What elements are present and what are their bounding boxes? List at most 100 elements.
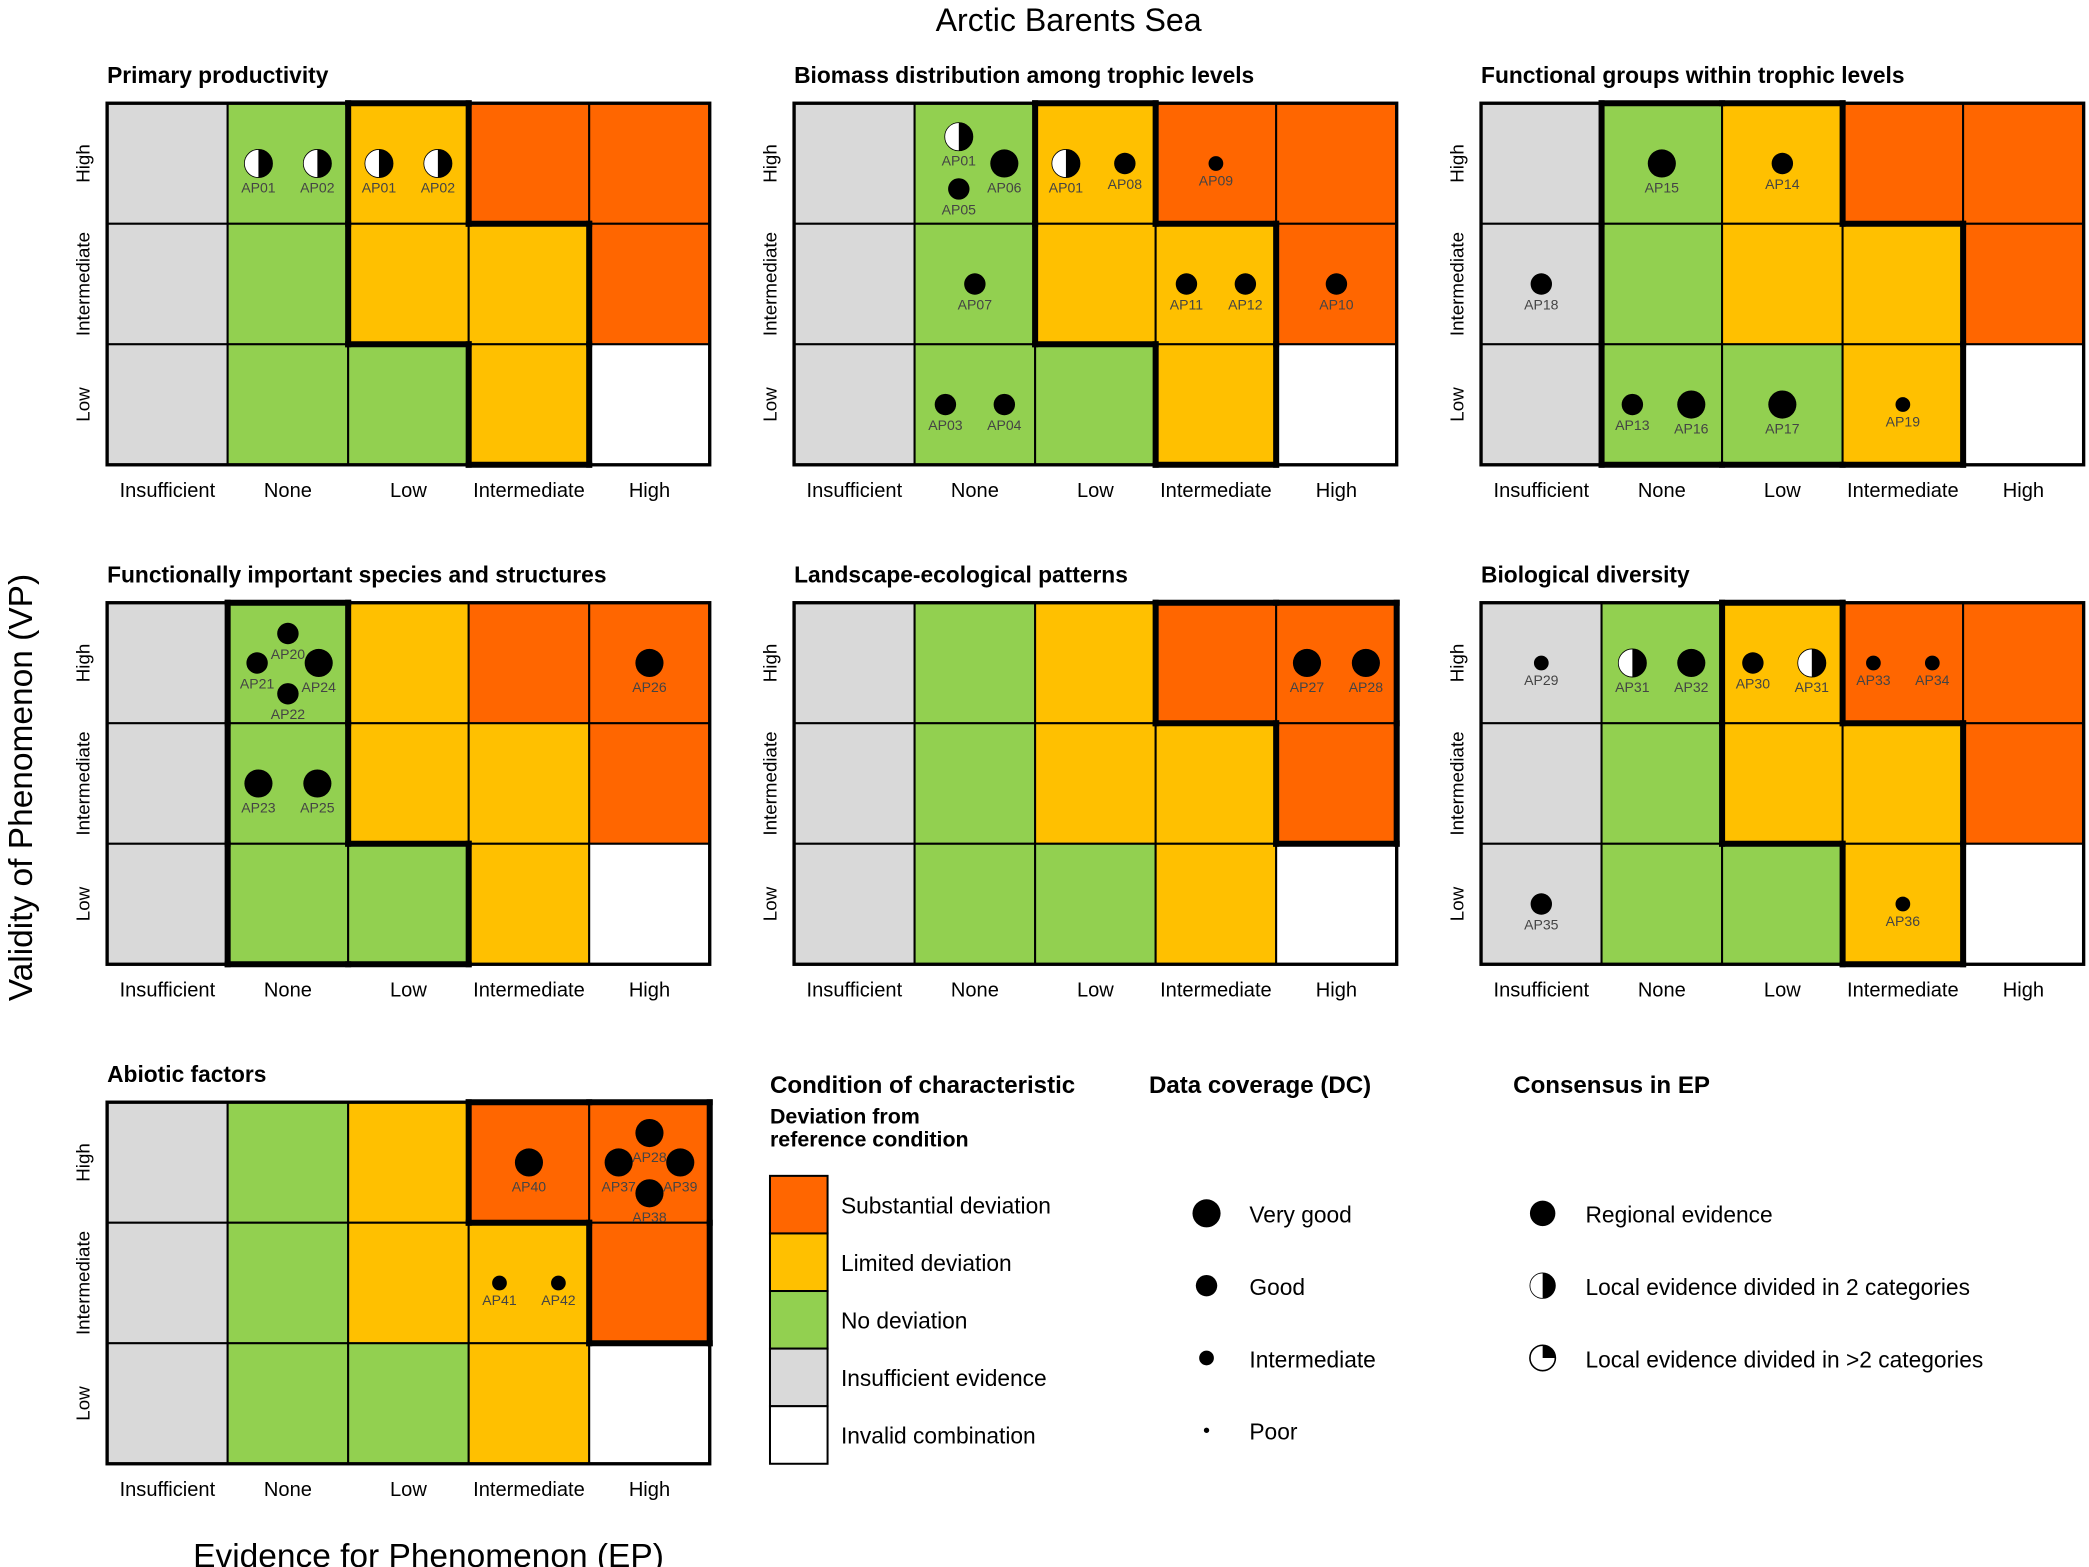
point-label: AP36 — [1886, 913, 1921, 929]
data-point: AP13 — [1615, 393, 1650, 433]
point-marker — [1895, 896, 1911, 912]
cell-limited — [467, 1221, 591, 1345]
panel-title: Functionally important species and struc… — [107, 562, 606, 588]
panel: Biomass distribution among trophic level… — [760, 62, 1399, 502]
data-point: AP04 — [987, 393, 1022, 433]
cell-insufficient — [1480, 343, 1603, 466]
data-point: AP28 — [1349, 648, 1384, 695]
point-label: AP28 — [632, 1149, 667, 1165]
legend-swatch-invalid — [768, 1405, 829, 1465]
y-tick-label: Low — [760, 886, 781, 921]
cell-limited — [467, 222, 591, 346]
x-tick-label: Insufficient — [807, 480, 903, 502]
cell-substantial — [467, 601, 591, 725]
point-label: AP01 — [241, 179, 276, 195]
point-marker — [934, 393, 957, 416]
cell-limited — [1721, 222, 1844, 346]
legend-consensus-marker — [1529, 1200, 1556, 1227]
cell-invalid — [1962, 842, 2085, 966]
legend-condition-label: Invalid combination — [841, 1423, 1036, 1449]
panel-title: Landscape-ecological patterns — [794, 562, 1128, 588]
point-label: AP27 — [1290, 679, 1325, 695]
point-marker — [1351, 648, 1380, 678]
point-marker — [1677, 390, 1706, 419]
point-marker — [1533, 655, 1549, 671]
point-label: AP39 — [663, 1178, 698, 1194]
x-tick-label: Low — [390, 979, 427, 1001]
cell-limited — [347, 601, 470, 725]
point-label: AP32 — [1674, 679, 1709, 695]
point-label: AP40 — [512, 1178, 547, 1194]
cell-insufficient — [106, 1101, 229, 1224]
legend-condition-label: No deviation — [841, 1308, 967, 1334]
legend-condition-label: Insufficient evidence — [841, 1365, 1047, 1391]
cell-substantial — [467, 102, 591, 225]
point-label: AP31 — [1615, 679, 1650, 695]
point-label: AP21 — [240, 675, 275, 691]
point-label: AP24 — [302, 679, 337, 695]
cell-substantial — [1962, 102, 2085, 225]
x-tick-label: High — [1316, 979, 1357, 1001]
point-label: AP05 — [942, 201, 977, 217]
data-point: AP31 — [1615, 648, 1650, 695]
y-axis-title: Validity of Phenomenon (VP) — [3, 574, 40, 1001]
point-marker — [1768, 390, 1797, 419]
x-tick-label: High — [629, 979, 670, 1001]
y-tick-label: Low — [1447, 387, 1468, 422]
y-tick-label: Low — [760, 387, 781, 422]
y-tick-label: High — [1447, 144, 1468, 183]
cell-no — [347, 842, 470, 966]
cell-no — [1600, 722, 1724, 845]
panel-title: Biological diversity — [1481, 562, 1690, 588]
cell-insufficient — [793, 601, 916, 725]
legend-swatch-limited — [768, 1232, 829, 1293]
y-tick-label: Low — [73, 387, 94, 422]
cell-insufficient — [1480, 722, 1603, 845]
figure-title: Arctic Barents Sea — [936, 2, 1202, 38]
x-tick-label: Intermediate — [1847, 480, 1959, 502]
point-marker — [1771, 152, 1794, 175]
panel-title: Functional groups within trophic levels — [1481, 62, 1904, 88]
x-tick-label: None — [264, 1479, 312, 1501]
point-label: AP33 — [1856, 672, 1891, 688]
cell-limited — [1034, 222, 1157, 346]
y-tick-label: Low — [73, 1386, 94, 1421]
point-label: AP14 — [1765, 176, 1800, 192]
point-marker — [246, 652, 268, 674]
point-label: AP06 — [987, 179, 1022, 195]
point-marker — [635, 648, 664, 678]
cell-limited — [1154, 722, 1278, 845]
x-tick-label: None — [951, 979, 999, 1001]
legend-consensus-label: Regional evidence — [1585, 1202, 1772, 1228]
legend-dc-marker — [1199, 1350, 1214, 1366]
point-marker-half — [437, 149, 452, 178]
panel: Landscape-ecological patterns Insufficien… — [760, 562, 1400, 1001]
data-point: AP12 — [1228, 273, 1263, 312]
data-point: AP02 — [421, 149, 455, 195]
data-point: AP35 — [1524, 893, 1559, 932]
point-label: AP28 — [1349, 679, 1384, 695]
data-point: AP38 — [632, 1179, 667, 1225]
point-marker — [948, 178, 970, 200]
y-tick-label: Intermediate — [1447, 731, 1468, 835]
cell-no — [226, 343, 350, 466]
data-point: AP17 — [1765, 390, 1800, 436]
cell-substantial — [1275, 102, 1398, 225]
cell-limited — [347, 1101, 470, 1224]
y-tick-label: Intermediate — [73, 1231, 94, 1335]
y-tick-label: High — [73, 644, 94, 683]
point-label: AP08 — [1108, 176, 1143, 192]
data-point: AP26 — [632, 648, 667, 695]
cell-substantial — [1841, 102, 1965, 225]
point-label: AP22 — [271, 706, 306, 722]
data-point: AP07 — [958, 273, 992, 312]
panel-title: Primary productivity — [107, 62, 329, 88]
y-tick-label: Intermediate — [760, 232, 781, 336]
data-point: AP01 — [1049, 149, 1083, 195]
data-point: AP29 — [1524, 655, 1559, 688]
cell-insufficient — [1480, 102, 1603, 225]
point-marker — [1742, 652, 1764, 674]
legend-condition-label: Limited deviation — [841, 1250, 1012, 1276]
point-marker — [1924, 655, 1940, 671]
